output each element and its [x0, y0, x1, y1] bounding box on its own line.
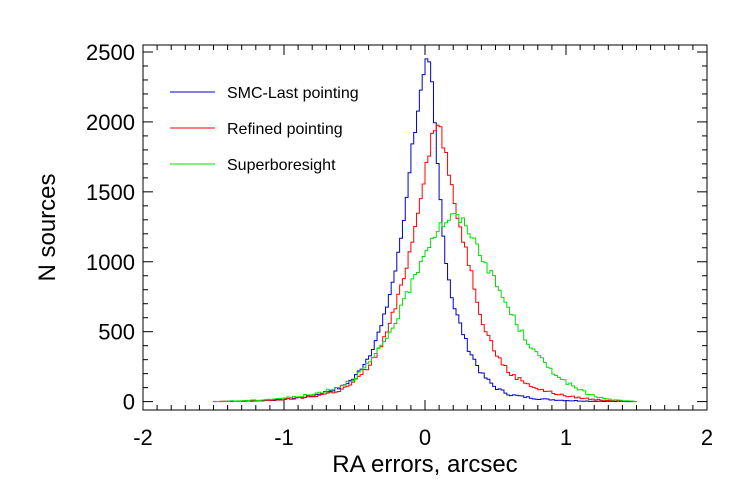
y-tick-label: 1000: [86, 250, 135, 275]
axes: -2 -1 0 1 2 0 500 1000 1500 2000 2500: [86, 40, 713, 450]
x-tick-label: 0: [419, 425, 431, 450]
series-line-1: [213, 124, 637, 403]
legend-label-1: Refined pointing: [227, 121, 343, 138]
series-line-0: [213, 58, 637, 403]
x-tick-label: 1: [560, 425, 572, 450]
y-tick-label: 1500: [86, 180, 135, 205]
y-tick-label: 2000: [86, 110, 135, 135]
x-axis-label: RA errors, arcsec: [332, 451, 517, 478]
x-tick-label: 2: [701, 425, 713, 450]
x-tick-label: -1: [274, 425, 294, 450]
legend-label-0: SMC-Last pointing: [227, 85, 359, 102]
y-tick-label: 500: [98, 320, 135, 345]
y-tick-label: 2500: [86, 40, 135, 65]
y-tick-label: 0: [123, 390, 135, 415]
legend: SMC-Last pointing Refined pointing Superbo…: [170, 85, 359, 174]
series-layer: [213, 58, 637, 403]
legend-label-2: Superboresight: [227, 157, 336, 174]
x-tick-label: -2: [133, 425, 153, 450]
y-axis-label: N sources: [34, 173, 61, 281]
series-line-2: [213, 212, 637, 403]
